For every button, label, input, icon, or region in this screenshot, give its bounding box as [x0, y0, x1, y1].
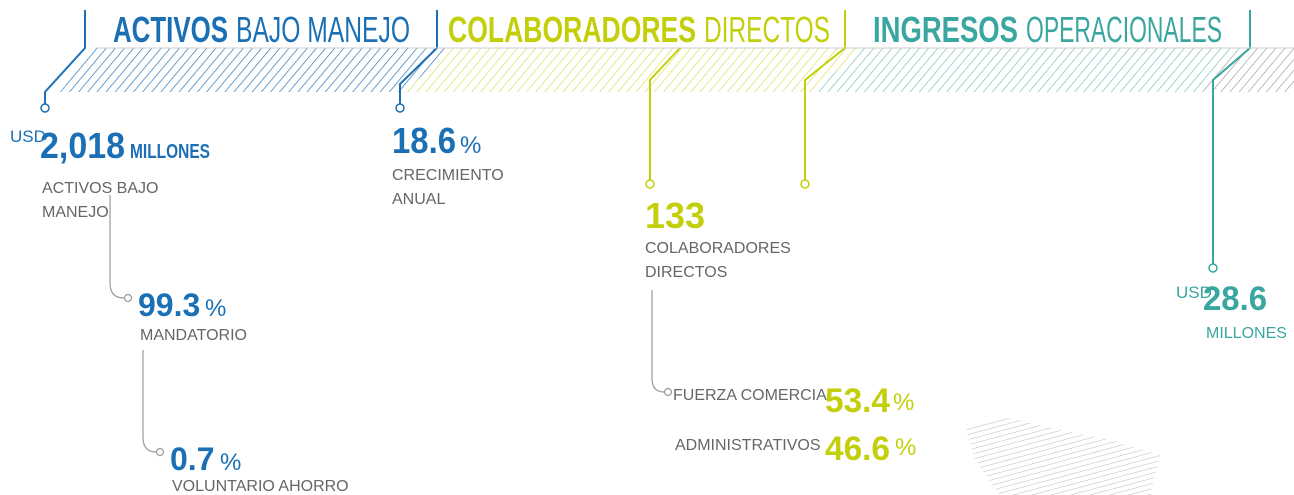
- stat-label: ACTIVOS BAJO: [42, 180, 158, 197]
- stat-value: 133: [645, 195, 705, 236]
- stat-label: ANUAL: [392, 191, 445, 208]
- hatch-band: [40, 10, 1294, 273]
- stat-unit: %: [220, 449, 241, 476]
- stat-label: VOLUNTARIO AHORRO: [172, 478, 349, 495]
- stat-label: CRECIMIENTO: [392, 167, 504, 184]
- stat-value: 18.6: [392, 120, 456, 161]
- stat-label: MANDATORIO: [140, 327, 247, 344]
- header-light: BAJO MANEJO: [236, 9, 410, 50]
- header-light: OPERACIONALES: [1026, 9, 1222, 50]
- stat-label: COLABORADORES: [645, 240, 791, 257]
- stat-value: 46.6: [825, 430, 890, 468]
- stat-label: ADMINISTRATIVOS: [675, 437, 821, 454]
- currency: USD: [10, 127, 46, 146]
- header: ACTIVOS BAJO MANEJO COLABORADORES DIRECT…: [113, 9, 1222, 50]
- header-bold: INGRESOS: [873, 9, 1018, 50]
- stat-unit: MILLONES: [1206, 325, 1287, 342]
- stat-value: 99.3: [138, 287, 200, 323]
- stat-label: DIRECTOS: [645, 264, 727, 281]
- stat-unit: %: [893, 389, 914, 416]
- header-bold: ACTIVOS: [113, 9, 228, 50]
- stat-value: 0.7: [170, 441, 214, 477]
- stat-unit: %: [460, 132, 481, 159]
- stat-value: 28.6: [1203, 280, 1267, 318]
- header-light: DIRECTOS: [704, 9, 830, 50]
- currency: USD: [1176, 283, 1212, 302]
- stats: USD 2,018 MILLONES ACTIVOS BAJO MANEJO 9…: [10, 120, 1287, 495]
- stat-value: 53.4: [825, 382, 890, 420]
- stat-unit: %: [895, 434, 916, 461]
- connectors: [109, 195, 673, 457]
- stat-unit: %: [205, 295, 226, 322]
- map-decoration: [965, 418, 1160, 495]
- stat-label: MANEJO: [42, 204, 109, 221]
- stat-label: FUERZA COMERCIAL: [673, 387, 836, 404]
- stat-unit: MILLONES: [130, 141, 210, 163]
- header-bold: COLABORADORES: [448, 9, 696, 50]
- stat-value: 2,018: [40, 125, 125, 166]
